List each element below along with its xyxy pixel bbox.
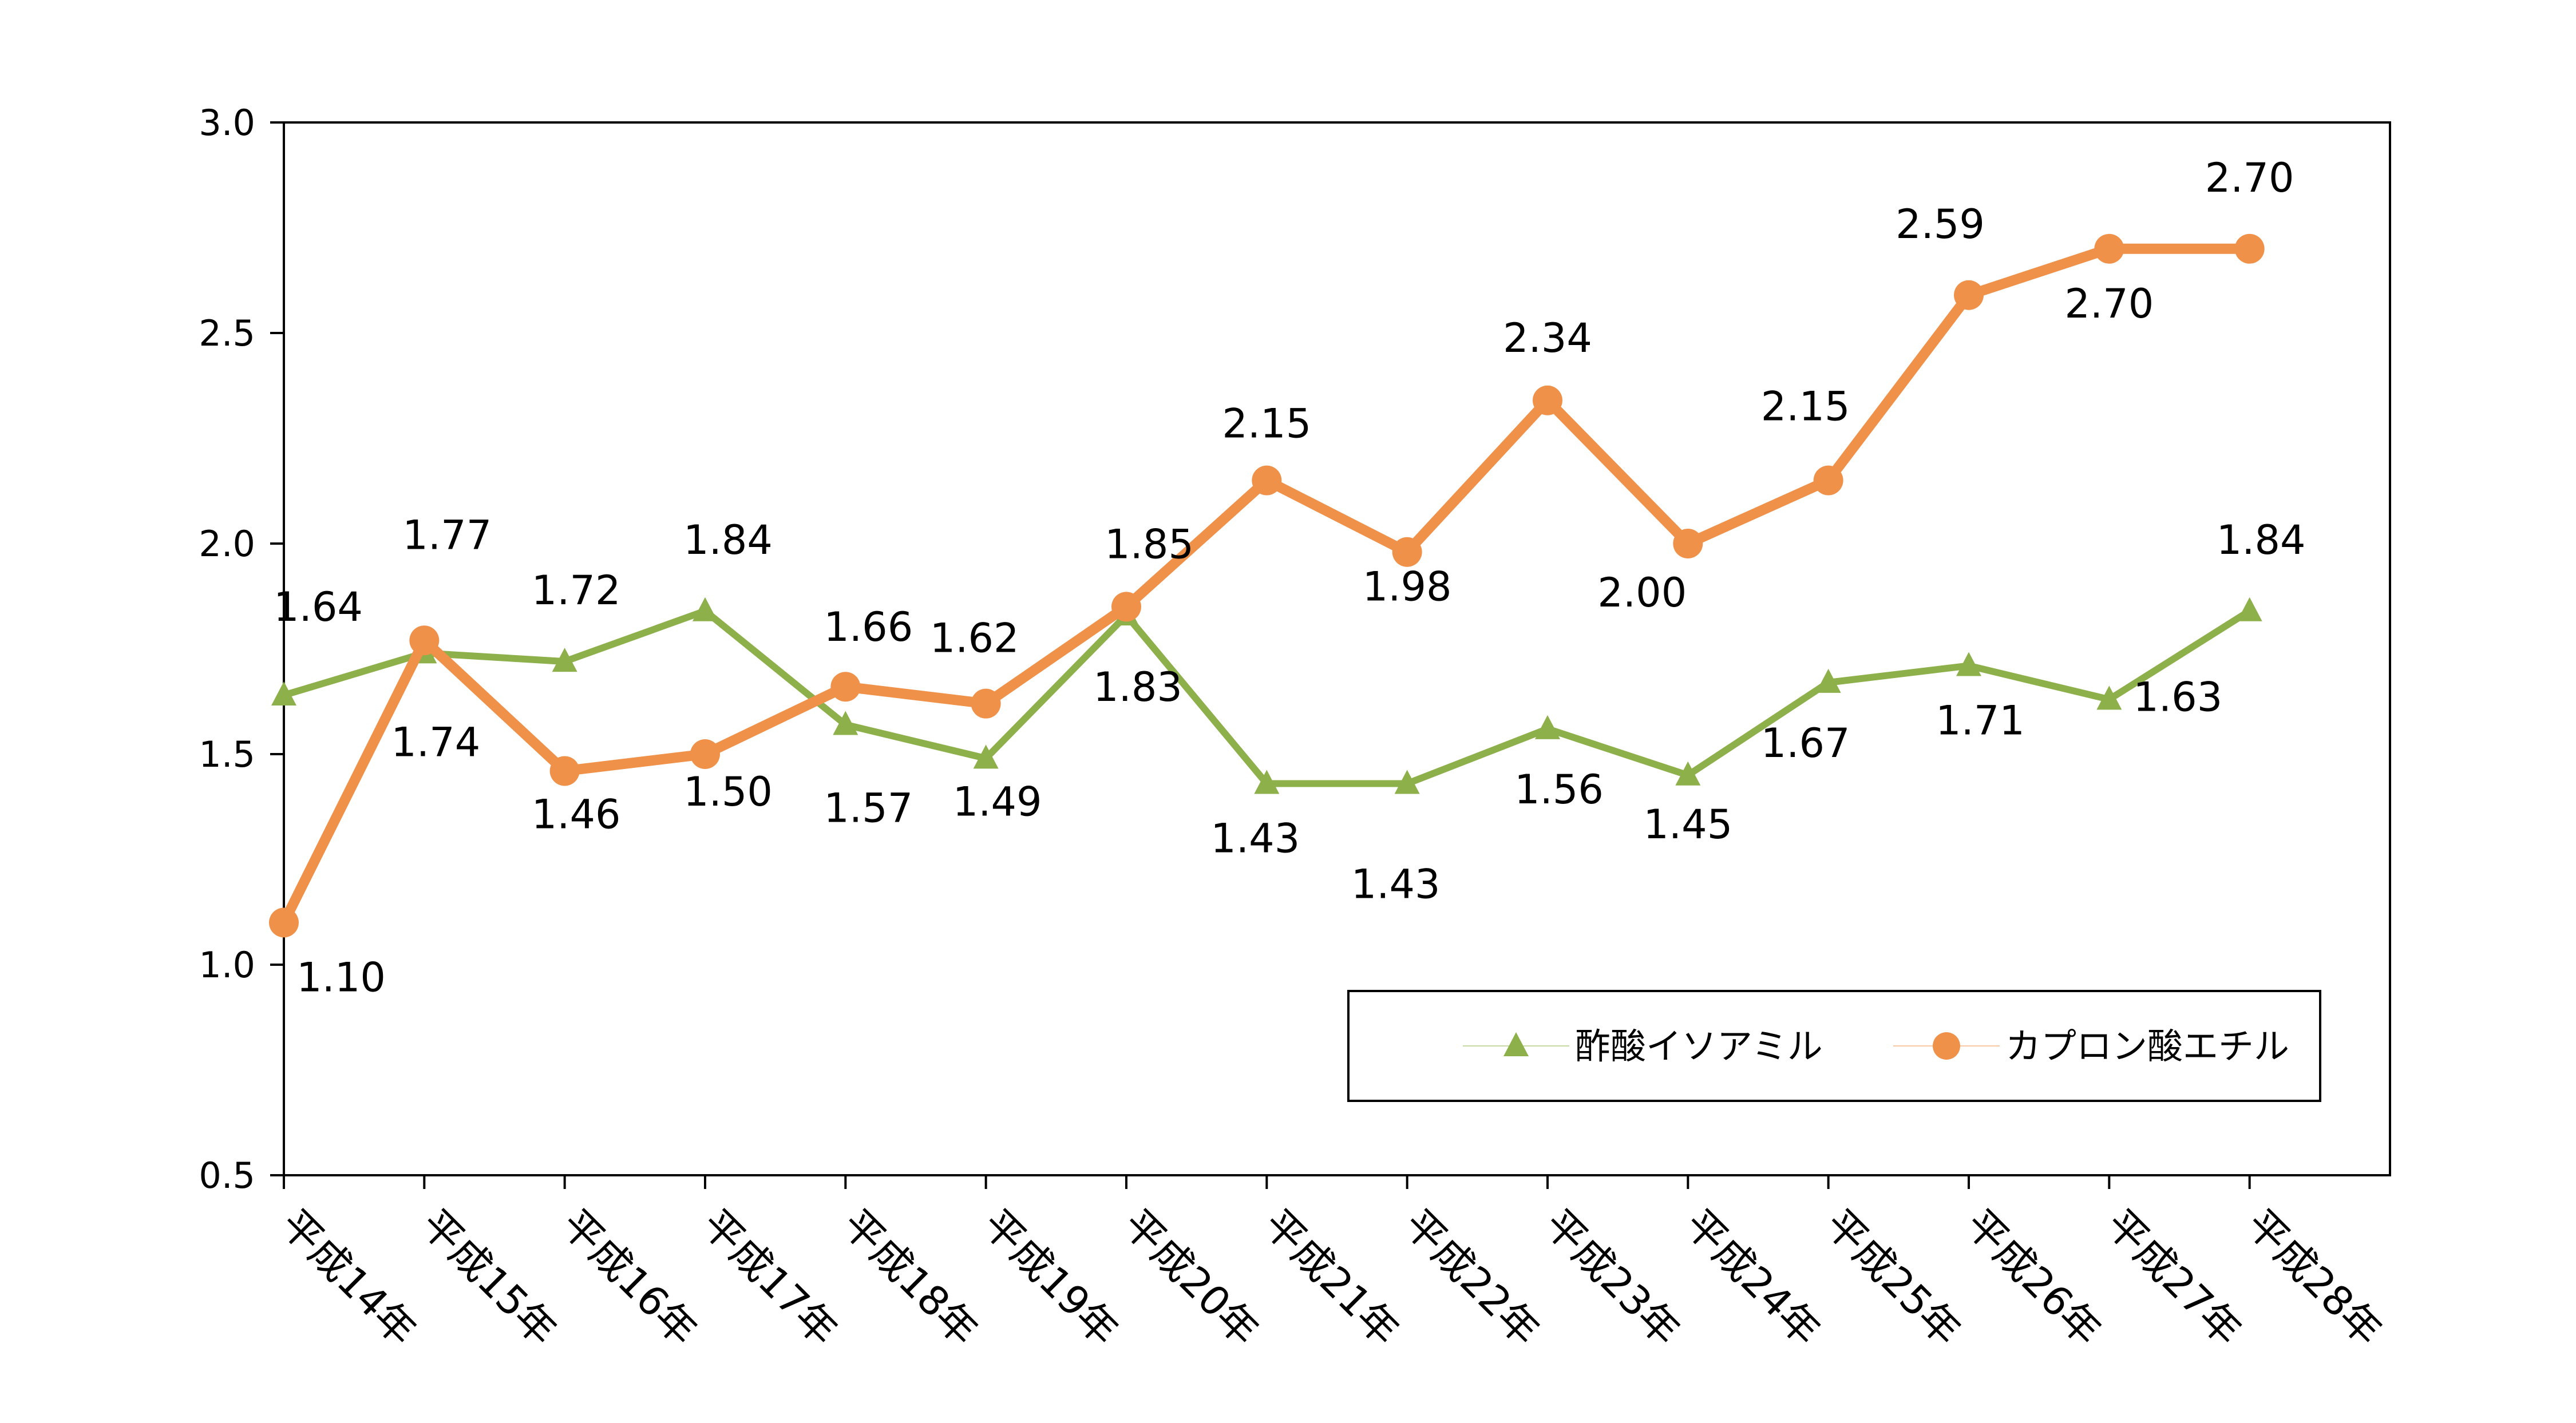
data-point (409, 625, 440, 656)
data-label: 1.85 (1105, 521, 1194, 568)
y-tick-label: 2.0 (199, 523, 255, 565)
legend-label: カプロン酸エチル (2005, 1025, 2289, 1067)
data-point (1392, 537, 1422, 567)
data-label: 2.15 (1761, 383, 1850, 430)
data-point (690, 739, 720, 769)
data-point (1813, 465, 1843, 496)
data-point (1954, 280, 1984, 310)
data-label: 1.63 (2133, 673, 2222, 720)
x-tick-label: 平成14年 (271, 1200, 425, 1354)
x-tick-label: 平成15年 (411, 1200, 565, 1354)
series-0: 1.64 1.74 1.72 1.84 1.57 1.49 1.83 1.43 1.43 1.56… (271, 517, 2306, 908)
data-point (973, 744, 999, 769)
x-tick-label: 平成23年 (1535, 1200, 1689, 1354)
data-label: 1.98 (1363, 564, 1452, 611)
data-label: 2.15 (1222, 401, 1311, 447)
legend-swatch-marker (1933, 1032, 1960, 1060)
data-point (1673, 529, 1703, 558)
data-point (693, 597, 718, 621)
data-point (2237, 597, 2262, 621)
y-tick-label: 1.0 (199, 944, 255, 986)
y-tick-label: 0.5 (199, 1155, 255, 1196)
x-tick-label: 平成19年 (974, 1200, 1127, 1354)
x-tick-label: 平成18年 (833, 1200, 987, 1354)
data-label: 1.83 (1093, 664, 1182, 711)
legend: 酢酸イソアミル カプロン酸エチル (1347, 990, 2321, 1102)
y-tick-label: 3.0 (199, 102, 255, 144)
data-point (833, 711, 858, 735)
data-point (1394, 770, 1420, 794)
data-label: 1.46 (532, 791, 621, 838)
data-point (1533, 385, 1562, 415)
data-label: 1.84 (2217, 517, 2306, 564)
series-1: 1.10 1.77 1.46 1.50 1.66 1.62 1.85 2.15 1.98 2.34… (269, 154, 2294, 1001)
data-label: 2.00 (1597, 569, 1687, 616)
data-label: 1.49 (953, 778, 1042, 825)
data-label: 1.84 (683, 517, 773, 564)
data-label: 1.45 (1643, 801, 1732, 848)
data-label: 1.64 (274, 584, 363, 631)
data-label: 2.59 (1896, 201, 1985, 248)
data-label: 1.43 (1351, 861, 1441, 908)
data-point (1956, 652, 1981, 676)
y-tick-label: 2.5 (199, 312, 255, 354)
data-label: 2.70 (2064, 280, 2154, 327)
x-tick-label: 平成26年 (1956, 1200, 2110, 1354)
data-point (1535, 715, 1560, 739)
y-tick-label: 1.5 (199, 734, 255, 775)
data-label: 2.34 (1503, 315, 1592, 362)
data-point (552, 648, 577, 672)
x-tick-label: 平成27年 (2096, 1200, 2250, 1354)
x-tick-label: 平成16年 (552, 1200, 706, 1354)
x-tick-label: 平成21年 (1254, 1200, 1408, 1354)
data-label: 1.72 (532, 567, 621, 614)
data-label: 1.57 (824, 784, 913, 831)
axes-group: 0.51.01.52.02.53.0平成14年平成15年平成16年平成17年平成… (199, 102, 2391, 1355)
data-point (1675, 761, 1701, 786)
data-label: 1.67 (1761, 720, 1850, 767)
x-tick-label: 平成28年 (2237, 1200, 2391, 1354)
data-point (549, 756, 580, 786)
x-tick-label: 平成20年 (1114, 1200, 1268, 1354)
data-label: 1.77 (402, 512, 492, 558)
data-label: 1.74 (391, 719, 480, 766)
data-label: 1.62 (930, 615, 1019, 662)
data-label: 2.70 (2205, 154, 2294, 201)
legend-label: 酢酸イソアミル (1575, 1025, 1823, 1067)
data-point (1254, 770, 1280, 794)
x-tick-label: 平成24年 (1675, 1200, 1829, 1354)
data-label: 1.56 (1514, 766, 1604, 813)
data-point (830, 672, 861, 702)
data-label: 1.71 (1936, 697, 2025, 744)
x-tick-label: 平成25年 (1816, 1200, 1970, 1354)
legend-swatch-marker (1503, 1032, 1529, 1056)
plot-area-border (283, 121, 2391, 1176)
data-point (2234, 233, 2265, 264)
data-point (271, 681, 296, 705)
data-point (2094, 233, 2124, 264)
data-point (1111, 592, 1141, 622)
data-point (1252, 465, 1282, 496)
data-label: 1.43 (1210, 815, 1300, 862)
x-tick-label: 平成22年 (1395, 1200, 1549, 1354)
data-label: 1.10 (296, 954, 386, 1001)
data-point (971, 688, 1001, 719)
data-label: 1.66 (824, 604, 913, 651)
data-label: 1.50 (683, 768, 773, 815)
data-point (269, 907, 299, 938)
data-point (2096, 685, 2122, 710)
data-point (1815, 668, 1841, 693)
x-tick-label: 平成17年 (693, 1200, 846, 1354)
